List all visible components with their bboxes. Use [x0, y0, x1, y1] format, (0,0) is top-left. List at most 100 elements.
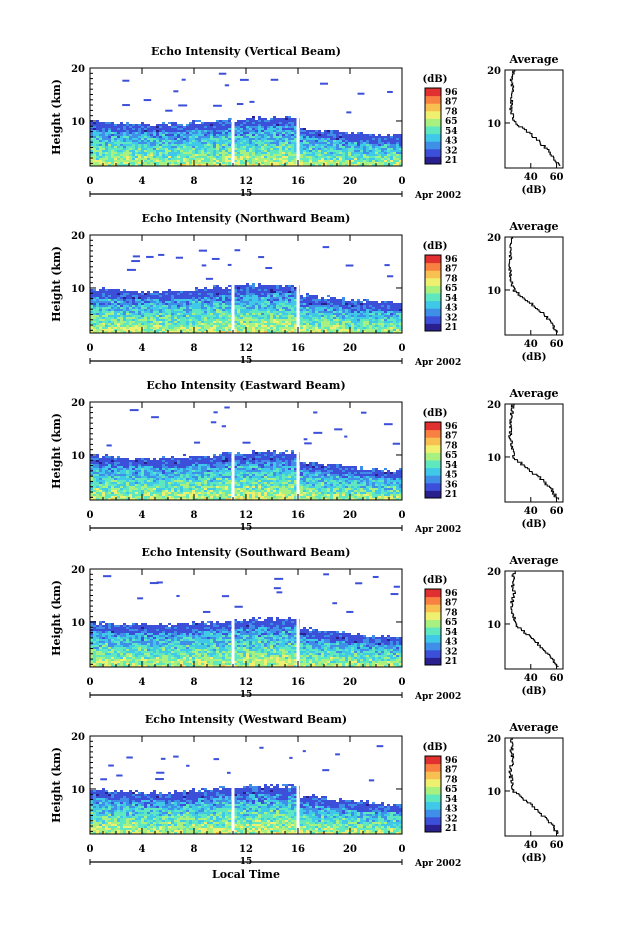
colorbar-segment [425, 293, 441, 302]
month-label: Apr 2002 [414, 525, 461, 535]
colorbar-tick-label: 54 [445, 795, 458, 805]
average-x-tick-label: 60 [550, 172, 564, 183]
panel-title: Echo Intensity (Northward Beam) [142, 212, 351, 225]
colorbar-tick-label: 54 [445, 127, 458, 137]
data-gap [231, 736, 235, 834]
date-label: 15 [240, 523, 253, 533]
x-tick-label: 0 [87, 510, 94, 521]
colorbar-tick-label: 65 [445, 451, 458, 461]
colorbar-segment [425, 95, 441, 104]
date-label: 15 [240, 189, 253, 199]
colorbar-tick-label: 54 [445, 461, 458, 471]
colorbar-tick-label: 21 [445, 824, 458, 834]
colorbar-segment [425, 156, 441, 165]
y-tick-label: 20 [71, 231, 85, 242]
average-x-tick-label: 60 [550, 840, 564, 851]
heatmap-cells [90, 72, 402, 166]
x-tick-label: 0 [399, 176, 406, 187]
colorbar-tick-label: 32 [445, 647, 458, 657]
colorbar-unit: (dB) [423, 241, 448, 252]
average-title: Average [508, 721, 558, 734]
average-x-tick-label: 40 [524, 673, 538, 684]
colorbar-tick-label: 78 [445, 441, 458, 451]
average-y-tick-label: 20 [487, 400, 501, 411]
average-x-label: (dB) [522, 185, 547, 196]
average-y-tick-label: 20 [487, 233, 501, 244]
panel-title: Echo Intensity (Southward Beam) [142, 546, 351, 559]
colorbar-segment [425, 786, 441, 795]
data-gap [231, 569, 235, 667]
average-frame [504, 236, 564, 336]
colorbar-tick-label: 54 [445, 294, 458, 304]
x-tick-label: 16 [291, 844, 305, 855]
colorbar-segment [425, 315, 441, 324]
y-tick-label: 10 [71, 451, 85, 462]
colorbar-tick-label: 43 [445, 638, 458, 648]
y-axis-label: Height (km) [50, 580, 63, 656]
y-tick-label: 10 [71, 618, 85, 629]
month-label: Apr 2002 [414, 859, 461, 869]
colorbar-tick-label: 78 [445, 107, 458, 117]
month-label: Apr 2002 [414, 692, 461, 702]
colorbar-tick-label: 36 [445, 480, 458, 490]
colorbar-tick-label: 65 [445, 785, 458, 795]
colorbar-tick-label: 32 [445, 146, 458, 156]
x-tick-label: 4 [139, 844, 146, 855]
panel-title: Echo Intensity (Westward Beam) [145, 713, 347, 726]
x-tick-label: 20 [343, 510, 357, 521]
colorbar-tick-label: 65 [445, 117, 458, 127]
x-tick-label: 12 [239, 677, 253, 688]
average-x-tick-label: 60 [550, 339, 564, 350]
colorbar-segment [425, 467, 441, 476]
colorbar-tick-label: 43 [445, 805, 458, 815]
colorbar-segment [425, 126, 441, 135]
x-tick-label: 12 [239, 510, 253, 521]
colorbar-tick-label: 96 [445, 422, 458, 432]
average-title: Average [508, 554, 558, 567]
colorbar-tick-label: 43 [445, 304, 458, 314]
x-tick-label: 20 [343, 844, 357, 855]
heatmap-cells [90, 745, 402, 834]
y-tick-label: 20 [71, 64, 85, 75]
colorbar-segment [425, 444, 441, 453]
average-profile-line [509, 70, 561, 166]
average-x-tick-label: 60 [550, 673, 564, 684]
x-tick-label: 0 [87, 343, 94, 354]
average-x-tick-label: 40 [524, 339, 538, 350]
panel-2: Echo Intensity (Northward Beam) 20 10 Heigh… [50, 212, 564, 368]
x-tick-label: 20 [343, 343, 357, 354]
x-tick-label: 4 [139, 343, 146, 354]
colorbar-segment [425, 475, 441, 484]
colorbar-tick-label: 45 [445, 471, 458, 481]
colorbar-unit: (dB) [423, 575, 448, 586]
colorbar-segment [425, 816, 441, 825]
colorbar-frame [424, 421, 442, 499]
average-frame [504, 570, 564, 670]
x-tick-label: 8 [191, 844, 198, 855]
average-y-tick-label: 10 [487, 286, 501, 297]
x-tick-label: 4 [139, 510, 146, 521]
colorbar-tick-label: 32 [445, 313, 458, 323]
month-label: Apr 2002 [414, 358, 461, 368]
panel-3: Echo Intensity (Eastward Beam) 20 10 Height… [50, 379, 564, 535]
x-tick-label: 20 [343, 176, 357, 187]
colorbar-segment [425, 308, 441, 317]
average-x-tick-label: 40 [524, 506, 538, 517]
x-tick-label: 0 [87, 844, 94, 855]
colorbar-tick-label: 87 [445, 265, 458, 275]
colorbar-segment [425, 460, 441, 469]
colorbar-segment [425, 824, 441, 833]
x-tick-label: 16 [291, 510, 305, 521]
average-y-tick-label: 20 [487, 66, 501, 77]
x-tick-label: 16 [291, 343, 305, 354]
x-tick-label: 12 [239, 343, 253, 354]
colorbar-segment [425, 148, 441, 157]
y-axis-label: Height (km) [50, 79, 63, 155]
colorbar-segment [425, 88, 441, 97]
colorbar-tick-label: 54 [445, 628, 458, 638]
colorbar-tick-label: 65 [445, 284, 458, 294]
data-gap [296, 402, 300, 500]
colorbar-tick-label: 96 [445, 756, 458, 766]
average-profile-line [508, 237, 558, 333]
